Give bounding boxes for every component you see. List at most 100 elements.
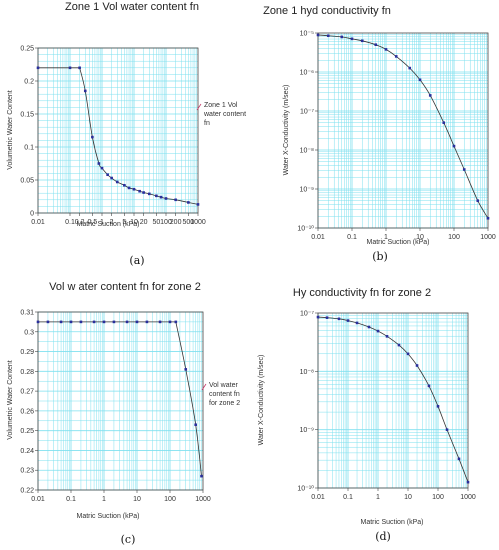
series-line-b xyxy=(317,34,489,219)
legend-marker xyxy=(196,103,202,111)
legend-label: Vol water content fn for zone 2 xyxy=(209,382,240,407)
x-tick-label: 1000 xyxy=(460,494,476,501)
x-tick-label: 100 xyxy=(160,219,172,226)
data-point xyxy=(164,197,168,200)
y-tick-label: 0.24 xyxy=(20,448,34,455)
data-point xyxy=(91,135,94,139)
y-tick-label: 0.25 xyxy=(20,428,34,435)
data-point xyxy=(428,94,432,97)
y-tick-label: 0.31 xyxy=(20,310,34,317)
data-point xyxy=(337,317,341,321)
x-tick-label: 1 xyxy=(100,219,104,226)
x-tick-label: 100 xyxy=(432,494,444,501)
x-tick-label: 0.1 xyxy=(66,496,76,503)
data-point xyxy=(125,320,129,324)
chart-b: 0.01 0.1 1 10 100 1000 10⁻¹⁰ 10⁻⁹ 10⁻⁸ 10⁻⁷ 10⁻⁶ 10… xyxy=(263,5,496,263)
series-line-d xyxy=(317,316,469,483)
data-point xyxy=(367,325,371,329)
legend-a: Zone 1 Vol water content fn xyxy=(196,102,246,127)
legend-label-line: Vol water xyxy=(209,382,238,389)
x-tick-label: 0.5 xyxy=(87,219,97,226)
data-point xyxy=(46,320,50,324)
y-tick-label: 10⁻⁶ xyxy=(300,70,314,77)
data-point xyxy=(168,320,172,324)
y-tick-label: 0.3 xyxy=(24,329,34,336)
legend-label-line: content fn xyxy=(209,391,240,398)
data-point xyxy=(466,480,470,484)
x-tick-label: 1 xyxy=(102,496,106,503)
y-tick-label: 10⁻⁸ xyxy=(300,369,314,376)
x-tick-label: 1000 xyxy=(480,234,496,241)
x-tick-label: 500 xyxy=(183,219,195,226)
y-axis-label: Water X-Conductivity (m/sec) xyxy=(258,355,265,446)
data-point xyxy=(384,48,388,51)
x-tick-label: 0.1 xyxy=(65,219,75,226)
legend-label-line: fn xyxy=(204,120,210,127)
data-point xyxy=(200,474,203,478)
y-tick-label: 0.22 xyxy=(20,488,34,495)
plot-frame-a xyxy=(37,47,199,214)
x-tick-label: 0.01 xyxy=(311,494,325,501)
data-point xyxy=(408,66,412,70)
data-point xyxy=(92,320,96,324)
y-axis-label: Water X-Conductivity (m/sec) xyxy=(283,85,290,176)
y-tick-label: 10⁻⁹ xyxy=(300,427,314,434)
plot-frame-d xyxy=(317,312,469,489)
y-tick-label: 0.25 xyxy=(20,46,34,53)
y-tick-label: 10⁻⁷ xyxy=(300,109,314,116)
legend-label-line: water content xyxy=(203,111,246,118)
plot-area-a xyxy=(38,48,198,213)
data-point xyxy=(69,320,73,324)
x-tick-label: 0.1 xyxy=(347,234,357,241)
data-point xyxy=(110,176,113,180)
y-axis-label: Volumetric Water Content xyxy=(7,360,14,440)
data-point xyxy=(397,343,401,347)
panel-caption: (d) xyxy=(375,530,391,543)
panel-caption: (a) xyxy=(129,254,144,267)
data-point xyxy=(374,43,378,46)
data-point xyxy=(138,189,141,193)
chart-title: Vol w ater content fn for zone 2 xyxy=(49,281,201,293)
x-tick-label: 20 xyxy=(140,219,148,226)
data-point xyxy=(68,66,72,70)
data-point xyxy=(385,335,389,338)
y-axis-label: Volumetric Water Content xyxy=(7,90,14,170)
data-point xyxy=(127,186,131,190)
panel-caption: (b) xyxy=(372,250,388,263)
x-tick-label: 1000 xyxy=(190,219,206,226)
y-tick-label: 0.2 xyxy=(24,79,34,86)
x-tick-label: 0.2 xyxy=(75,219,85,226)
data-point xyxy=(123,183,126,187)
x-tick-label: 1000 xyxy=(195,496,211,503)
y-tick-label: 0.29 xyxy=(20,349,34,356)
y-tick-label: 0.23 xyxy=(20,468,34,475)
data-point xyxy=(145,320,149,324)
x-tick-label: 1 xyxy=(376,494,380,501)
x-tick-label: 10 xyxy=(416,234,424,241)
data-point xyxy=(174,320,178,324)
x-tick-label: 10 xyxy=(133,496,141,503)
plot-frame-b xyxy=(317,32,489,229)
chart-d: 0.01 0.1 1 10 100 1000 10⁻¹⁰ 10⁻⁹ 10⁻⁸ 10⁻⁷ Hy con… xyxy=(258,287,476,543)
data-point xyxy=(376,329,380,333)
legend-label: Zone 1 Vol water content fn xyxy=(203,102,246,127)
data-point xyxy=(445,428,449,431)
legend-c: Vol water content fn for zone 2 xyxy=(201,382,240,407)
data-point xyxy=(442,121,446,124)
x-tick-label: 0.01 xyxy=(31,219,45,226)
panel-caption: (c) xyxy=(121,533,136,546)
data-point xyxy=(340,35,344,39)
data-point xyxy=(427,384,431,388)
y-tick-label: 10⁻⁸ xyxy=(300,148,314,155)
data-point xyxy=(316,315,320,319)
y-tick-label: 10⁻¹⁰ xyxy=(297,225,314,233)
data-point xyxy=(112,320,116,324)
data-point xyxy=(115,180,119,184)
data-point xyxy=(325,316,329,319)
data-point xyxy=(79,320,83,324)
chart-title: Zone 1 Vol water content fn xyxy=(65,1,199,13)
series-line-c xyxy=(38,321,202,477)
x-tick-label: 200 xyxy=(170,219,182,226)
